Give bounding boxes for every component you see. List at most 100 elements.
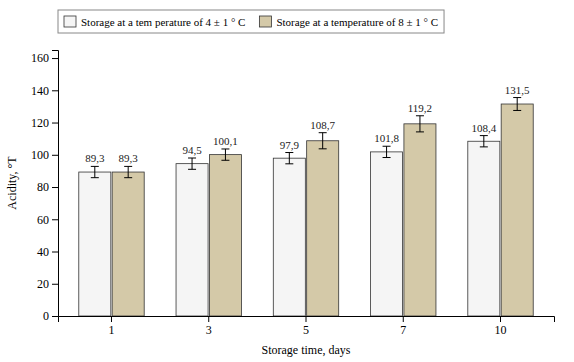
error-cap (383, 146, 391, 147)
x-tick: 5 (303, 316, 309, 337)
x-tick: 3 (206, 316, 212, 337)
error-cap (91, 166, 99, 167)
y-tick: 100 (31, 148, 58, 162)
error-stem (419, 116, 420, 132)
error-cap (188, 158, 196, 159)
y-tick-label: 120 (31, 116, 49, 130)
bar (79, 172, 111, 316)
error-stem (128, 166, 129, 177)
x-tick-mark (500, 316, 501, 322)
error-cap (124, 177, 132, 178)
y-axis: 0 20 40 60 80 100 120 140 160 (31, 51, 59, 324)
x-tick-label: 3 (206, 323, 212, 337)
y-tick-mark (52, 123, 58, 124)
error-cap (221, 148, 229, 149)
error-cap (480, 146, 488, 147)
data-label: 89,3 (85, 152, 105, 164)
error-stem (483, 136, 484, 147)
error-stem (517, 98, 518, 111)
bar (307, 141, 339, 316)
error-bar (285, 153, 293, 164)
x-tick-mark (208, 316, 209, 322)
y-tick-mark (52, 284, 58, 285)
y-axis-title: Acidity, °T (5, 156, 19, 210)
error-stem (192, 158, 193, 169)
chart: 89,394,597,9101,8108,489,3100,1108,7119,… (0, 0, 574, 362)
error-bar (124, 166, 132, 177)
bar (112, 172, 144, 316)
x-tick-label: 7 (400, 323, 406, 337)
y-tick: 160 (31, 51, 58, 65)
legend-label: Storage at a temperature of 8 ± 1 ° C (276, 16, 438, 28)
x-tick-mark (111, 316, 112, 322)
error-cap (285, 152, 293, 153)
data-label: 108,7 (310, 119, 335, 131)
bar (404, 124, 436, 316)
error-bar (416, 116, 424, 132)
x-tick: 1 (108, 316, 114, 337)
error-stem (386, 146, 387, 157)
y-tick-label: 80 (37, 180, 49, 194)
x-axis-line (59, 317, 555, 323)
y-tick-label: 60 (37, 213, 49, 227)
error-bar (513, 98, 521, 111)
bar-series (79, 141, 500, 316)
legend: Storage at a tem perature of 4 ± 1 ° C St… (58, 10, 444, 33)
data-label: 100,1 (213, 135, 238, 147)
x-tick-mark (306, 316, 307, 322)
error-cap (91, 177, 99, 178)
y-tick-label: 40 (37, 245, 49, 259)
x-tick-label: 10 (495, 323, 507, 337)
x-tick-label: 1 (108, 323, 114, 337)
error-bar (91, 166, 99, 177)
y-tick-label: 20 (37, 277, 49, 291)
y-tick: 120 (31, 116, 58, 130)
bar-series (112, 104, 533, 316)
y-tick-mark (52, 90, 58, 91)
legend-swatch (64, 16, 76, 27)
error-cap (416, 115, 424, 116)
bar (209, 155, 241, 316)
error-bar (480, 136, 488, 147)
error-cap (319, 132, 327, 133)
bar (176, 164, 208, 316)
data-label: 89,3 (119, 152, 139, 164)
y-tick-mark (52, 155, 58, 156)
y-tick-mark (52, 316, 58, 317)
y-tick: 20 (37, 277, 58, 291)
error-cap (124, 166, 132, 167)
data-labels: 89,394,597,9101,8108,489,3100,1108,7119,… (85, 84, 530, 165)
error-cap (513, 110, 521, 111)
data-label: 97,9 (280, 139, 300, 151)
y-tick: 140 (31, 84, 58, 98)
error-bar (188, 158, 196, 169)
bar (468, 141, 500, 316)
legend-frame (58, 10, 444, 33)
data-label: 119,2 (408, 102, 432, 114)
x-tick: 10 (495, 316, 507, 337)
y-tick: 0 (43, 309, 58, 323)
error-cap (188, 169, 196, 170)
y-tick-mark (52, 219, 58, 220)
error-bar (383, 146, 391, 157)
y-tick-label: 160 (31, 51, 49, 65)
x-tick: 7 (400, 316, 406, 337)
data-label: 131,5 (505, 84, 530, 96)
y-tick-label: 0 (43, 309, 49, 323)
error-cap (513, 97, 521, 98)
error-cap (383, 157, 391, 158)
error-cap (221, 160, 229, 161)
data-label: 108,4 (471, 122, 496, 134)
plot-area: 89,394,597,9101,8108,489,3100,1108,7119,… (31, 51, 555, 337)
bar (371, 152, 403, 316)
legend-label: Storage at a tem perature of 4 ± 1 ° C (81, 16, 245, 28)
x-axis-title: Storage time, days (262, 343, 351, 357)
legend-swatch (259, 16, 271, 27)
error-cap (319, 148, 327, 149)
y-tick-mark (52, 252, 58, 253)
error-bar (221, 149, 229, 160)
bar (501, 104, 533, 316)
bar (273, 158, 305, 316)
y-tick-label: 100 (31, 148, 49, 162)
y-tick-mark (52, 58, 58, 59)
